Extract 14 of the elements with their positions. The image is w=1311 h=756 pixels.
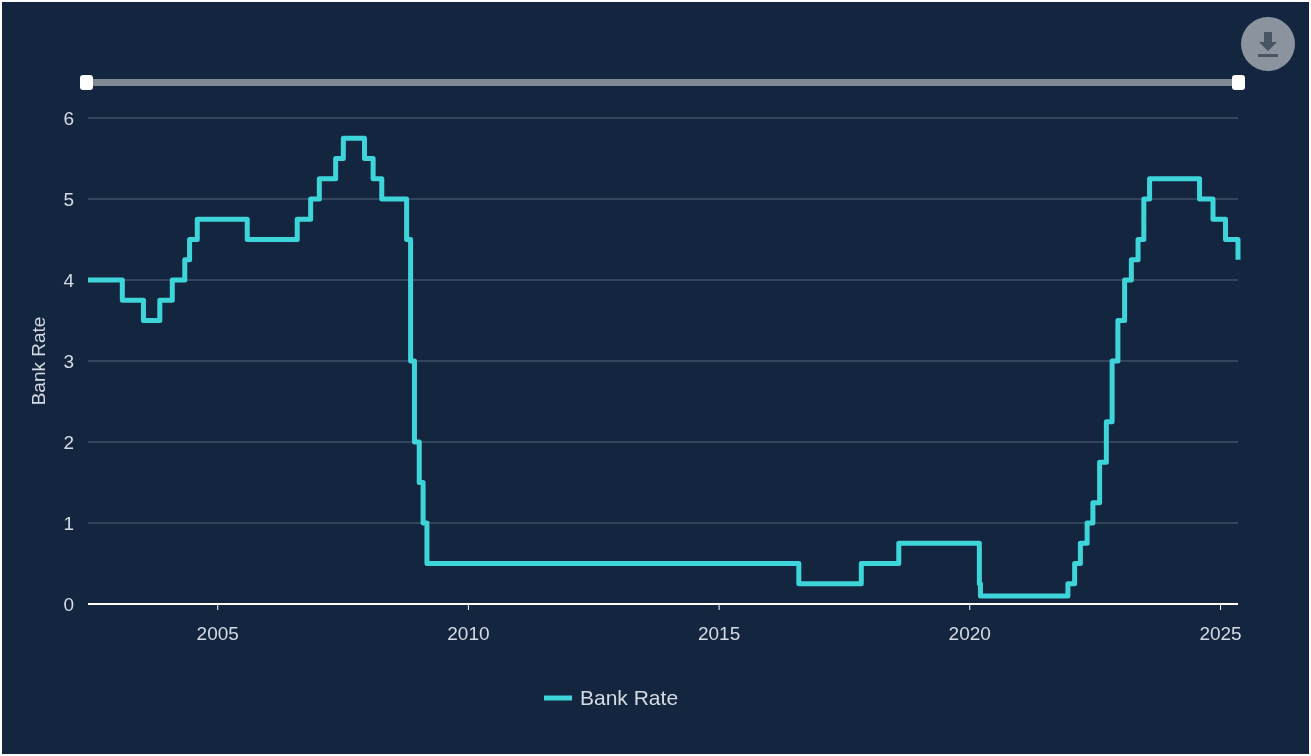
y-tick-label: 3	[63, 350, 74, 372]
y-tick-label: 1	[63, 512, 74, 534]
x-tick-label: 2015	[697, 623, 741, 644]
y-tick-label: 4	[63, 269, 75, 291]
y-tick-label: 2	[63, 431, 74, 453]
y-tick-label: 5	[63, 188, 74, 210]
y-tick-label: 6	[63, 107, 74, 129]
x-tick-label: 2020	[948, 623, 991, 644]
y-tick-label: 0	[63, 593, 74, 615]
y-axis-title: Bank Rate	[28, 316, 49, 406]
x-tick-label: 2010	[447, 623, 490, 644]
x-tick-label: 2005	[196, 623, 239, 644]
legend-label: Bank Rate	[580, 686, 679, 710]
x-tick-label: 2025	[1199, 623, 1242, 644]
